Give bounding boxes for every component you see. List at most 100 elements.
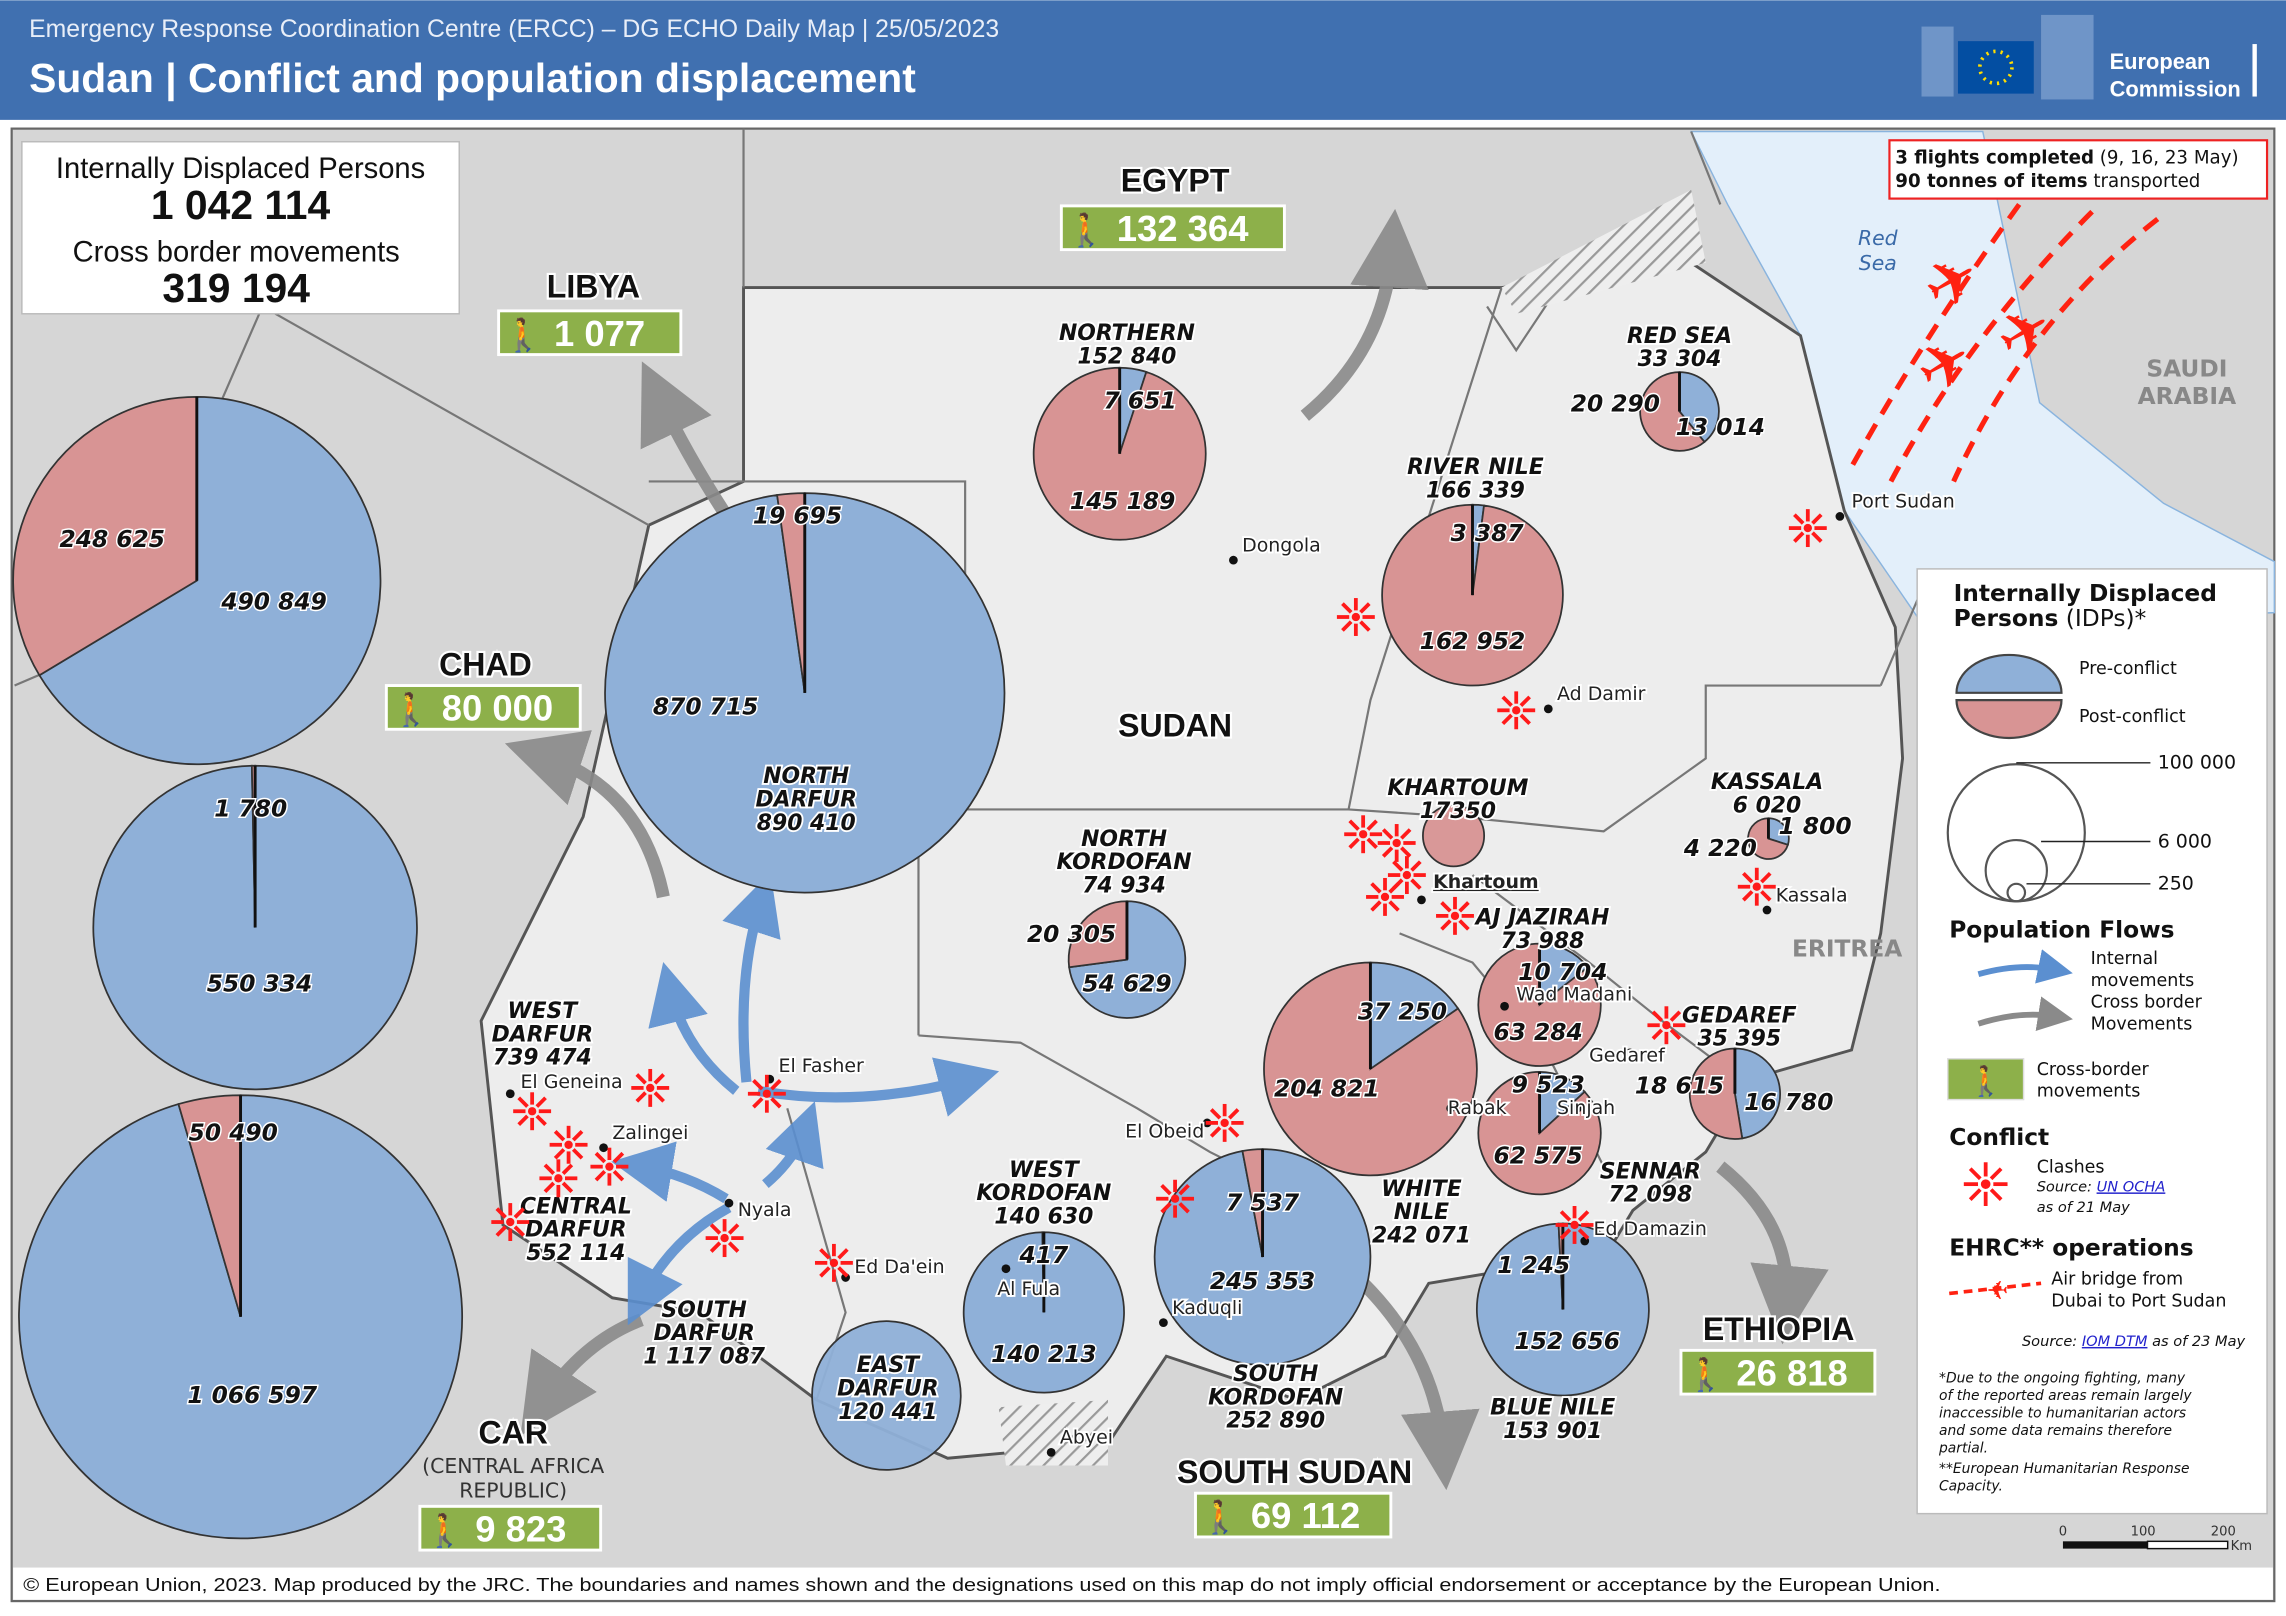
clash-center bbox=[1220, 1118, 1229, 1128]
city-marker: Khartoum bbox=[1417, 869, 1541, 905]
clash-center bbox=[1662, 1021, 1671, 1030]
pre-conflict-value: 870 715 bbox=[653, 694, 758, 721]
state-pie bbox=[12, 395, 382, 766]
state-name: KHARTOUM bbox=[1387, 776, 1528, 801]
cross-border-label: Cross border movements bbox=[73, 236, 400, 268]
post-conflict-value: 145 189 bbox=[1070, 488, 1175, 515]
state-name: RIVER NILE bbox=[1407, 455, 1544, 480]
clash-center bbox=[1392, 838, 1401, 848]
clash-ray bbox=[612, 1169, 625, 1182]
sudan-label: SUDAN bbox=[1118, 708, 1232, 744]
clash-ray bbox=[543, 1163, 556, 1175]
clash-center bbox=[646, 1083, 655, 1093]
clash-ray bbox=[709, 1241, 722, 1253]
clash-ray bbox=[561, 1163, 574, 1175]
clash-center bbox=[1358, 830, 1368, 839]
clash-center bbox=[506, 1217, 515, 1227]
flights-transported: transported bbox=[2093, 171, 2200, 192]
cross-border-value: 319 194 bbox=[162, 265, 310, 311]
state-pie bbox=[1639, 371, 1720, 452]
country-name: SOUTH SUDAN bbox=[1177, 1454, 1412, 1490]
clash-ray bbox=[1559, 1210, 1572, 1222]
state-total: 252 890 bbox=[1226, 1409, 1325, 1434]
un-ocha-link[interactable]: UN OCHA bbox=[2097, 1178, 2166, 1195]
city-label: Abyei bbox=[1060, 1427, 1113, 1449]
state-name: RED SEA bbox=[1627, 324, 1732, 349]
city-dot bbox=[1625, 1048, 1635, 1058]
city-marker: Kaduqli bbox=[1159, 1295, 1244, 1328]
clash-ray bbox=[1989, 1167, 2003, 1181]
state-name: SENNAR bbox=[1600, 1159, 1701, 1184]
clash-ray bbox=[752, 1079, 764, 1091]
clash-ray bbox=[495, 1207, 507, 1219]
clash-ray bbox=[1359, 620, 1371, 632]
legend-conflict-title: Conflict bbox=[1949, 1124, 2049, 1151]
post-conflict-value: 19 695 bbox=[753, 503, 842, 530]
clash-ray bbox=[612, 1151, 625, 1164]
internal-flow-arrow bbox=[648, 961, 740, 1095]
legend-post-label: Post-conflict bbox=[2079, 707, 2186, 727]
clash-ray bbox=[1227, 1126, 1240, 1138]
footnote-line: and some data remains therefore bbox=[1939, 1423, 2172, 1439]
clash-ray bbox=[1669, 1028, 1682, 1040]
pre-conflict-value: 13 014 bbox=[1676, 414, 1765, 441]
state-name: NORTHERN bbox=[1059, 321, 1195, 346]
state-name: GEDAREF bbox=[1682, 1003, 1797, 1028]
walking-person-icon: 🚶 bbox=[1200, 1498, 1240, 1536]
city-label: El Fasher bbox=[779, 1055, 865, 1077]
legend: Internally Displaced Persons (IDPs)* Pre… bbox=[1916, 568, 2268, 1515]
clash-ray bbox=[1388, 900, 1400, 912]
post-conflict-value: 18 615 bbox=[1635, 1073, 1724, 1100]
clash-ray bbox=[1519, 695, 1531, 707]
clash-center bbox=[720, 1233, 729, 1243]
clash-ray bbox=[513, 1207, 526, 1219]
cross-border-badge bbox=[1194, 1491, 1393, 1539]
city-marker: El Obeid bbox=[1123, 1118, 1212, 1144]
state-name: KORDOFAN bbox=[1208, 1385, 1343, 1410]
clash-ray bbox=[1577, 1228, 1590, 1240]
clash-ray bbox=[819, 1248, 831, 1260]
country-name: EGYPT bbox=[1121, 162, 1230, 198]
flights-count: 3 flights completed bbox=[1895, 148, 2094, 169]
clash-markers bbox=[491, 509, 1827, 1282]
country-name: CAR bbox=[478, 1415, 547, 1451]
state-pie bbox=[1067, 900, 1187, 1019]
scale-bar: 0 100 200 Km bbox=[2059, 1524, 2252, 1554]
pre-conflict-value: 54 629 bbox=[1082, 971, 1171, 998]
state-pie bbox=[811, 1320, 962, 1471]
city-marker: Port Sudan bbox=[1835, 489, 1957, 521]
clash-ray bbox=[653, 1091, 665, 1103]
state-total: 120 441 bbox=[838, 1400, 937, 1425]
cross-border-flow-arrow bbox=[1358, 1278, 1480, 1491]
iom-dtm-link[interactable]: IOM DTM bbox=[2082, 1333, 2148, 1350]
header-subtitle: Emergency Response Coordination Centre (… bbox=[29, 16, 999, 43]
clash-ray bbox=[635, 1073, 647, 1085]
post-conflict-value: 162 952 bbox=[1420, 628, 1525, 655]
red-sea-label-1: Red bbox=[1858, 226, 1899, 250]
state-total: 74 934 bbox=[1082, 874, 1166, 899]
legend-badge-swatch bbox=[1947, 1058, 2025, 1101]
clash-ray bbox=[1400, 846, 1412, 858]
city-dot bbox=[1500, 1001, 1509, 1011]
cross-border-arrow-icon bbox=[1977, 996, 2073, 1031]
clash-ray bbox=[1381, 846, 1394, 858]
footer-disclaimer: © European Union, 2023. Map produced by … bbox=[23, 1575, 1940, 1595]
city-dot bbox=[1446, 1103, 1455, 1113]
clash-icon bbox=[1963, 1162, 2008, 1207]
clash-ray bbox=[709, 1223, 722, 1235]
flights-box: 3 flights completed (9, 16, 23 May) 90 t… bbox=[1888, 139, 2269, 200]
state-name: DARFUR bbox=[525, 1218, 626, 1243]
pre-conflict-slice bbox=[1734, 1047, 1781, 1140]
clash-ray bbox=[727, 1241, 740, 1253]
walking-person-icon: 🚶 bbox=[425, 1511, 465, 1549]
footnote-line: Capacity. bbox=[1939, 1478, 2003, 1494]
clash-ray bbox=[1341, 620, 1353, 632]
clash-icon bbox=[1366, 877, 1404, 916]
legend-air-2: Dubai to Port Sudan bbox=[2051, 1292, 2226, 1312]
clash-ray bbox=[1811, 513, 1823, 525]
pre-conflict-value: 245 353 bbox=[1210, 1268, 1315, 1295]
